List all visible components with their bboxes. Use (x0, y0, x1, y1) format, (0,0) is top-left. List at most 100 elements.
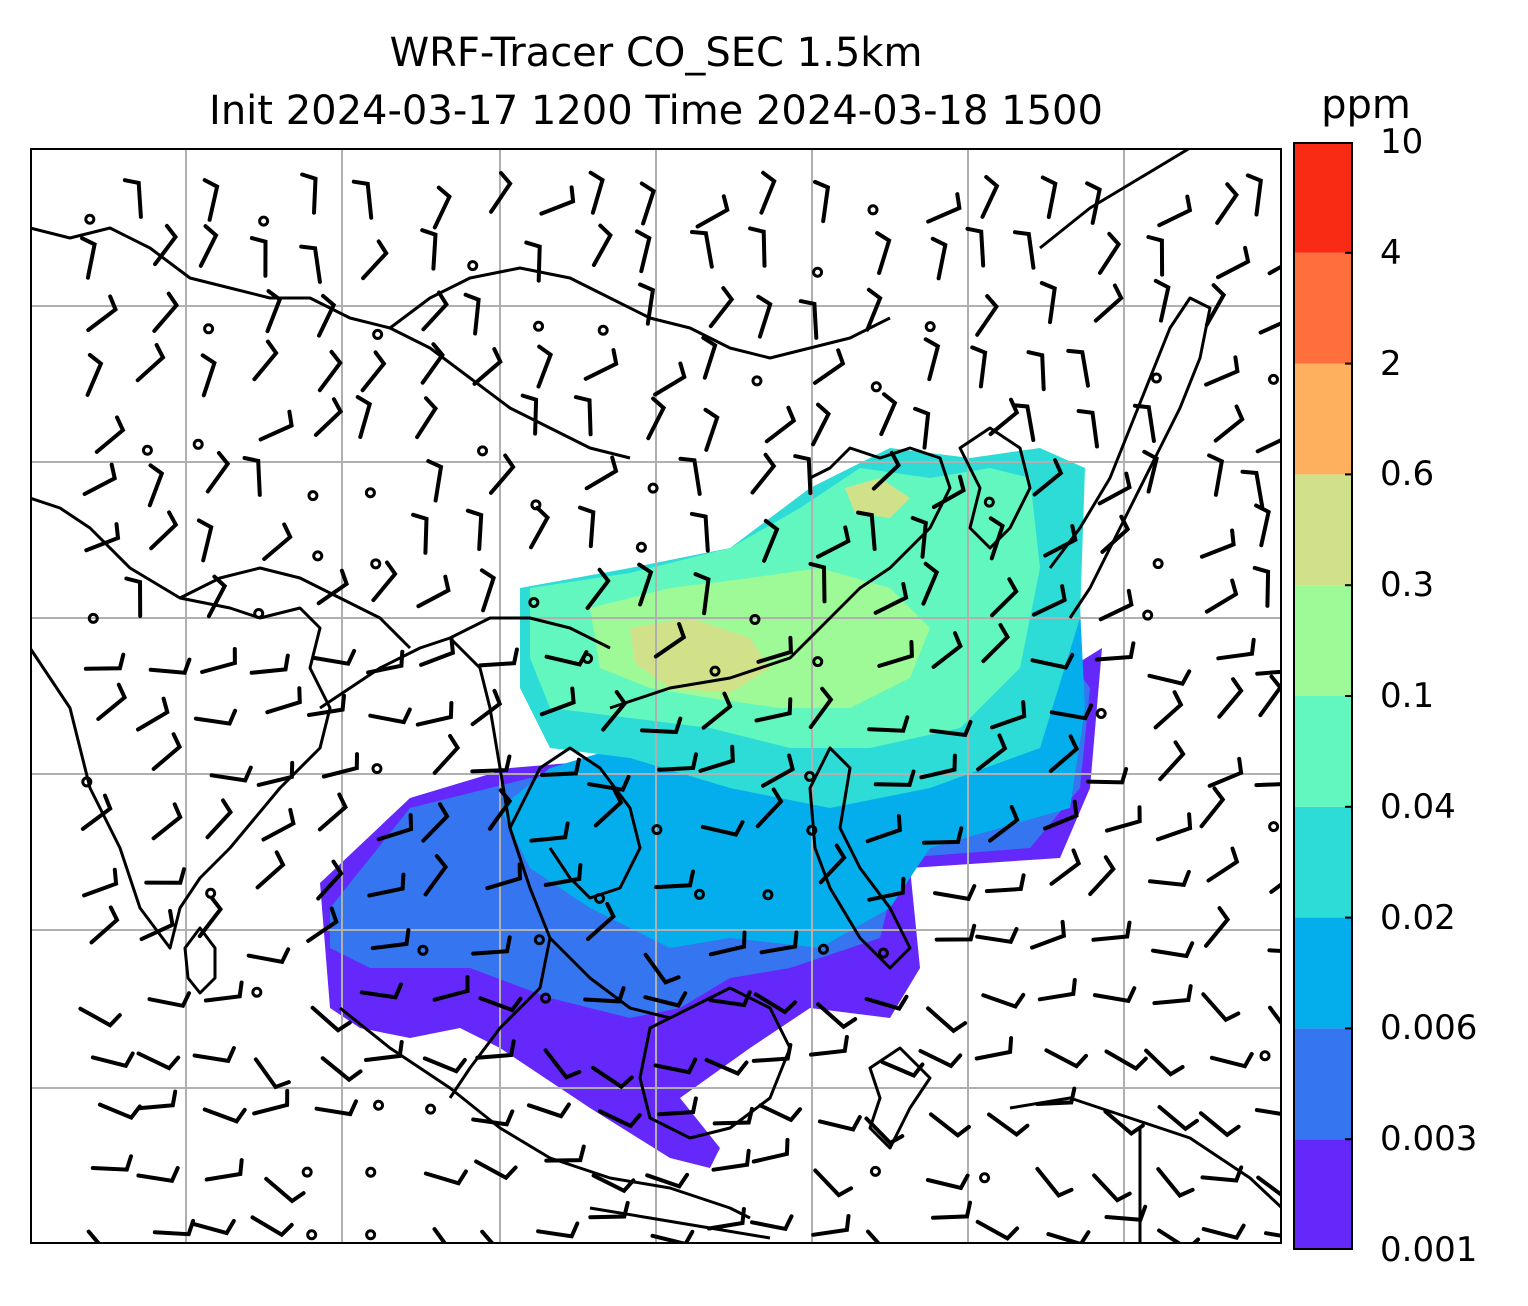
colorbar-unit-label: ppm (1321, 82, 1411, 128)
wind-barb (96, 682, 128, 721)
wind-calm-marker (693, 888, 705, 900)
wind-barb (690, 230, 714, 269)
wind-calm-marker (709, 665, 721, 677)
wind-barb (153, 223, 179, 267)
wind-barb (1035, 1086, 1077, 1106)
wind-barb (704, 1058, 749, 1076)
wind-barb (880, 1060, 925, 1078)
wind-calm-marker (924, 321, 936, 333)
wind-calm-marker (812, 656, 824, 668)
wind-barb (526, 1102, 571, 1119)
wind-barb (415, 396, 439, 440)
wind-calm-marker (301, 1166, 313, 1178)
wind-barb (202, 1107, 247, 1124)
wind-barb (910, 516, 928, 559)
wind-barb (865, 287, 883, 332)
wind-barb (1092, 986, 1137, 1004)
wind-barb (262, 522, 293, 561)
wind-barb (637, 562, 654, 607)
wind-barb (80, 236, 97, 280)
coastline-philippines (808, 746, 912, 970)
wind-barb (593, 788, 624, 828)
wind-calm-marker (749, 613, 761, 625)
wind-calm-marker (373, 1099, 385, 1111)
chart-title-line2: Init 2024-03-17 1200 Time 2024-03-18 150… (209, 88, 1103, 134)
wind-barb (1256, 1175, 1282, 1198)
wind-barb (930, 236, 948, 281)
wind-barb (471, 935, 512, 956)
wind-barb (1204, 906, 1231, 948)
wind-barb (588, 1200, 630, 1220)
wind-barb (426, 459, 444, 503)
wind-barb (300, 172, 318, 215)
wind-barb (203, 980, 244, 1003)
wind-barb (420, 342, 445, 385)
wind-barb (591, 223, 613, 267)
wind-barb (312, 649, 357, 666)
wind-barb (1153, 690, 1184, 730)
wind-barb (923, 337, 941, 382)
wind-barb (148, 657, 192, 675)
wind-barb (471, 1109, 515, 1127)
wind-barb (1206, 846, 1240, 883)
wind-barb (1043, 799, 1079, 831)
wind-barb (646, 396, 667, 441)
wind-barb (1093, 283, 1124, 323)
colorbar-segment (1293, 585, 1353, 696)
wind-calm-marker (477, 445, 489, 457)
wind-barb (1032, 584, 1067, 617)
wind-barb (376, 813, 414, 842)
coastline-new-guinea (1009, 1096, 1282, 1210)
wind-barb (586, 901, 616, 941)
wind-barb (762, 518, 780, 563)
wind-barb (478, 996, 523, 1013)
wind-barb (198, 224, 219, 268)
wind-barb (1207, 453, 1225, 497)
wind-barb (798, 299, 819, 340)
wind-barb (256, 760, 295, 787)
wind-barb (813, 348, 846, 385)
wind-barb (1204, 283, 1227, 327)
wind-barb (1245, 173, 1263, 217)
wind-barb (261, 807, 296, 842)
wind-barb (811, 1214, 851, 1237)
wind-barb (420, 228, 438, 271)
wind-barb (355, 395, 373, 439)
wind-barb (700, 820, 745, 837)
wind-barb (980, 175, 1000, 219)
wind-barb (975, 927, 1019, 945)
wind-calm-marker (751, 375, 763, 387)
wind-barb (864, 994, 909, 1011)
wind-barb (701, 335, 718, 380)
wind-barb (764, 405, 797, 444)
wind-barb (754, 697, 793, 723)
wind-barb (536, 1221, 580, 1239)
wind-barb (693, 572, 711, 616)
colorbar-tick-label: 0.1 (1380, 676, 1435, 716)
wind-barb (478, 647, 519, 668)
wind-barb (751, 1042, 793, 1063)
colorbar-tick-label: 0.6 (1380, 454, 1435, 495)
wind-barb (1146, 235, 1165, 277)
wind-barb (864, 1116, 905, 1146)
wind-barb (758, 1103, 802, 1123)
wind-barb (1032, 458, 1064, 497)
wind-barb (1035, 1166, 1074, 1198)
wind-barb (80, 793, 113, 831)
wind-barb (1268, 1005, 1282, 1028)
wind-barb (1152, 984, 1193, 1006)
wind-barb (1199, 528, 1236, 559)
wind-barb (421, 802, 450, 843)
wind-barb (265, 686, 302, 715)
wind-barb (1098, 231, 1122, 275)
plume-level-7b (845, 478, 910, 518)
wind-barb (252, 1088, 290, 1116)
wind-barb (1198, 1111, 1241, 1138)
wind-calm-marker (425, 1103, 437, 1115)
wind-barb (258, 409, 294, 442)
wind-barb (1037, 978, 1077, 1002)
wind-barb (202, 178, 220, 222)
wind-calm-marker (812, 266, 824, 278)
wind-barb (584, 455, 619, 491)
wind-barb (643, 991, 688, 1008)
